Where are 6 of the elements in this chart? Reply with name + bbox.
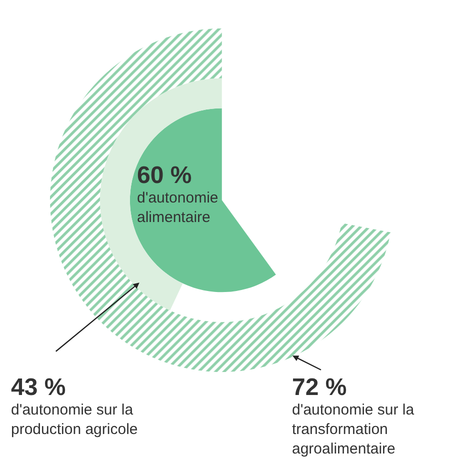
data-label: 72 % xyxy=(292,374,347,401)
category-label: d'autonomie sur la production agricole xyxy=(11,402,138,438)
category-label: d'autonomie alimentaire xyxy=(137,190,218,226)
category-label: d'autonomie sur la transformation agroalimentaire xyxy=(292,402,415,458)
data-label: 43 % xyxy=(11,374,66,401)
data-label: 60 % xyxy=(137,162,192,189)
